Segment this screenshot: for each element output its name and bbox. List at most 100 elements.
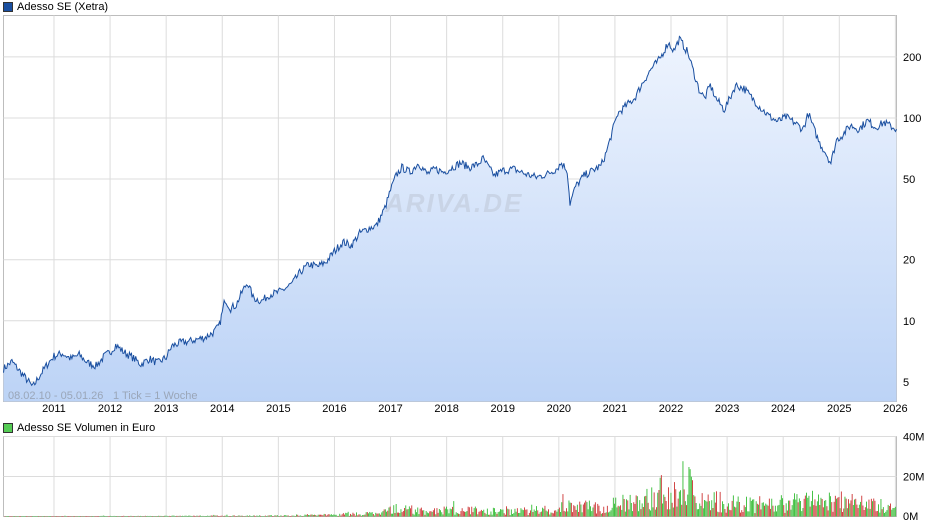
volume-bar (867, 508, 869, 517)
volume-bar (141, 516, 143, 517)
volume-bar (602, 513, 603, 517)
volume-bar (36, 516, 38, 517)
volume-bar (536, 506, 537, 517)
volume-bar (72, 516, 74, 517)
volume-bar (519, 512, 521, 517)
volume-bar (890, 503, 891, 517)
volume-bar (770, 508, 771, 517)
volume-bar (826, 506, 828, 517)
volume-bar (417, 507, 419, 517)
price-y-tick-label: 100 (903, 113, 921, 125)
volume-bar (153, 516, 155, 517)
volume-bar (681, 504, 683, 517)
volume-bar (75, 516, 77, 517)
volume-bar (515, 511, 517, 517)
price-legend-label: Adesso SE (Xetra) (17, 1, 109, 13)
volume-bar (149, 515, 151, 517)
volume-bar (24, 516, 26, 517)
volume-bar (818, 494, 819, 517)
volume-bar (112, 516, 114, 517)
volume-bar (638, 511, 639, 517)
volume-bar (191, 516, 193, 517)
volume-bar (690, 476, 692, 517)
volume-bar (771, 498, 773, 517)
volume-bar (778, 504, 780, 517)
volume-bar (243, 516, 245, 517)
volume-bar (442, 514, 444, 517)
volume-bar (456, 513, 458, 517)
volume-bar (357, 515, 359, 517)
volume-bar (653, 492, 655, 517)
volume-bar (671, 502, 673, 517)
volume-bar (531, 504, 533, 517)
volume-bar (368, 513, 369, 517)
volume-bar (132, 516, 134, 517)
volume-bar (796, 494, 798, 517)
volume-bar (596, 513, 597, 517)
volume-bar (324, 514, 326, 517)
volume-bar (509, 515, 511, 517)
volume-bar (710, 510, 711, 517)
volume-bar (244, 516, 246, 517)
volume-bar (178, 515, 180, 517)
volume-bar (128, 516, 129, 517)
volume-bar (708, 501, 710, 517)
volume-bar (322, 515, 324, 517)
volume-bar (581, 512, 583, 517)
volume-bar (842, 512, 843, 517)
volume-bar (390, 513, 392, 517)
volume-bar (434, 508, 435, 517)
volume-bar (855, 498, 857, 517)
volume-bar (641, 503, 643, 517)
volume-bar (330, 514, 332, 517)
volume-bar (219, 516, 221, 517)
volume-bar (263, 516, 265, 517)
volume-bar (836, 498, 837, 517)
volume-bar (20, 516, 21, 517)
volume-bar (166, 515, 168, 517)
volume-bar (668, 487, 669, 517)
volume-bar (477, 514, 479, 517)
volume-bar (278, 516, 279, 517)
volume-bar (556, 511, 558, 517)
volume-bar (573, 505, 575, 517)
volume-bar (407, 509, 409, 517)
volume-bar (281, 516, 283, 517)
volume-bar (718, 512, 720, 517)
volume-bar (783, 505, 785, 517)
volume-bar (726, 506, 728, 517)
volume-bar (797, 502, 799, 517)
volume-bar (549, 514, 551, 517)
volume-bar (761, 502, 763, 517)
volume-bar (884, 513, 885, 517)
volume-bar (650, 510, 651, 517)
volume-bar (370, 512, 372, 517)
volume-bar (840, 491, 842, 517)
volume-bar (558, 507, 560, 517)
volume-bar (165, 515, 167, 517)
volume-bar (705, 500, 707, 517)
volume-bar (228, 516, 230, 517)
volume-bar (830, 496, 831, 517)
volume-bar (272, 516, 273, 517)
volume-bar (587, 509, 589, 517)
volume-bar (528, 512, 530, 517)
volume-bar (762, 502, 764, 517)
volume-bar (200, 515, 201, 517)
volume-bar (735, 507, 737, 517)
volume-bar (327, 514, 329, 517)
volume-bar (820, 497, 822, 517)
volume-bar (659, 477, 661, 517)
volume-bar (8, 516, 9, 517)
volume-bar (458, 513, 459, 517)
volume-bar (365, 512, 367, 517)
volume-bar (600, 513, 602, 517)
volume-bar (117, 516, 119, 517)
volume-bar (478, 511, 480, 517)
volume-bar (623, 499, 625, 517)
volume-bar (353, 513, 355, 517)
volume-bar (821, 499, 823, 517)
volume-legend: Adesso SE Volumen in Euro (3, 421, 155, 435)
volume-bar (882, 507, 884, 517)
volume-bar (672, 507, 674, 517)
